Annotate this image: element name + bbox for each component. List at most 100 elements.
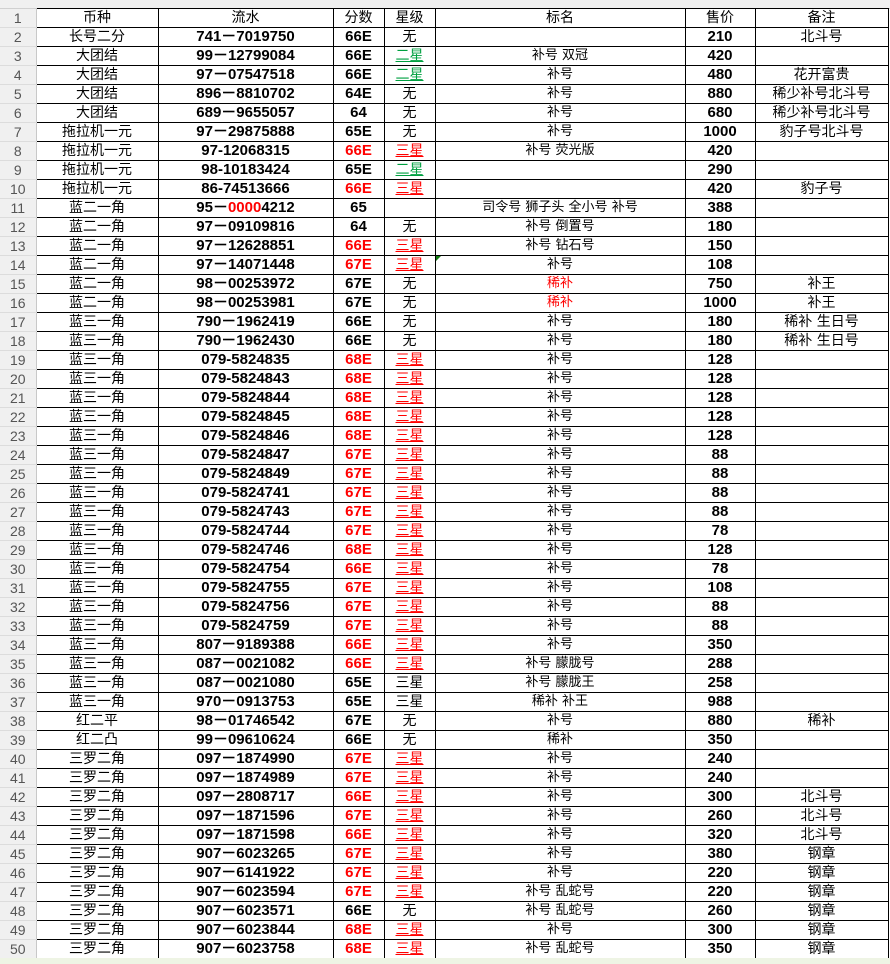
star-cell[interactable]: 二星 xyxy=(383,65,436,85)
star-cell[interactable]: 无 xyxy=(383,217,436,237)
score-cell[interactable]: 66E xyxy=(332,559,385,579)
score-cell[interactable]: 65E xyxy=(332,160,385,180)
note-cell[interactable]: 钢章 xyxy=(754,939,889,959)
price-cell[interactable]: 880 xyxy=(684,84,756,104)
serial-cell[interactable]: 079-5824756 xyxy=(157,597,334,617)
note-cell[interactable]: 北斗号 xyxy=(754,787,889,807)
row-number[interactable]: 16 xyxy=(0,293,37,313)
star-cell[interactable]: 无 xyxy=(383,84,436,104)
currency-cell[interactable]: 三罗二角 xyxy=(35,806,159,826)
currency-cell[interactable]: 蓝二一角 xyxy=(35,217,159,237)
row-number[interactable]: 9 xyxy=(0,160,37,180)
serial-cell[interactable]: 99－09610624 xyxy=(157,730,334,750)
price-cell[interactable]: 258 xyxy=(684,673,756,693)
note-cell[interactable] xyxy=(754,559,889,579)
score-cell[interactable]: 67E xyxy=(332,521,385,541)
price-cell[interactable]: 128 xyxy=(684,407,756,427)
row-number[interactable]: 2 xyxy=(0,27,37,47)
column-header[interactable]: 币种 xyxy=(35,8,159,28)
price-cell[interactable]: 420 xyxy=(684,179,756,199)
label-cell[interactable]: 补号 xyxy=(434,825,686,845)
score-cell[interactable]: 67E xyxy=(332,882,385,902)
star-cell[interactable]: 无 xyxy=(383,730,436,750)
label-cell[interactable]: 司令号 狮子头 全小号 补号 xyxy=(434,198,686,218)
row-number[interactable]: 28 xyxy=(0,521,37,541)
price-cell[interactable]: 88 xyxy=(684,445,756,465)
star-cell[interactable]: 二星 xyxy=(383,46,436,66)
label-cell[interactable]: 补号 xyxy=(434,65,686,85)
serial-cell[interactable]: 97-12068315 xyxy=(157,141,334,161)
serial-cell[interactable]: 097－1874989 xyxy=(157,768,334,788)
currency-cell[interactable]: 蓝三一角 xyxy=(35,445,159,465)
note-cell[interactable] xyxy=(754,768,889,788)
score-cell[interactable]: 67E xyxy=(332,502,385,522)
serial-cell[interactable]: 86-74513666 xyxy=(157,179,334,199)
row-number[interactable]: 49 xyxy=(0,920,37,940)
serial-cell[interactable]: 97－14071448 xyxy=(157,255,334,275)
currency-cell[interactable]: 三罗二角 xyxy=(35,863,159,883)
serial-cell[interactable]: 097－1874990 xyxy=(157,749,334,769)
row-number[interactable]: 33 xyxy=(0,616,37,636)
note-cell[interactable] xyxy=(754,255,889,275)
star-cell[interactable]: 三星 xyxy=(383,388,436,408)
label-cell[interactable]: 补号 双冠 xyxy=(434,46,686,66)
currency-cell[interactable]: 蓝三一角 xyxy=(35,578,159,598)
score-cell[interactable]: 68E xyxy=(332,350,385,370)
label-cell[interactable]: 补号 xyxy=(434,578,686,598)
note-cell[interactable]: 钢章 xyxy=(754,901,889,921)
score-cell[interactable]: 66E xyxy=(332,141,385,161)
star-cell[interactable]: 二星 xyxy=(383,160,436,180)
label-cell[interactable]: 稀补 xyxy=(434,274,686,294)
note-cell[interactable] xyxy=(754,160,889,180)
price-cell[interactable]: 240 xyxy=(684,768,756,788)
row-number[interactable]: 23 xyxy=(0,426,37,446)
label-cell[interactable]: 补号 xyxy=(434,331,686,351)
price-cell[interactable]: 220 xyxy=(684,882,756,902)
currency-cell[interactable]: 三罗二角 xyxy=(35,768,159,788)
note-cell[interactable] xyxy=(754,635,889,655)
row-number[interactable]: 48 xyxy=(0,901,37,921)
score-cell[interactable]: 67E xyxy=(332,445,385,465)
score-cell[interactable]: 67E xyxy=(332,711,385,731)
score-cell[interactable]: 67E xyxy=(332,863,385,883)
star-cell[interactable]: 三星 xyxy=(383,920,436,940)
note-cell[interactable] xyxy=(754,521,889,541)
label-cell[interactable]: 补号 朦胧号 xyxy=(434,654,686,674)
serial-cell[interactable]: 97－07547518 xyxy=(157,65,334,85)
score-cell[interactable]: 66E xyxy=(332,635,385,655)
price-cell[interactable]: 320 xyxy=(684,825,756,845)
serial-cell[interactable]: 079-5824755 xyxy=(157,578,334,598)
score-cell[interactable]: 68E xyxy=(332,407,385,427)
serial-cell[interactable]: 079-5824746 xyxy=(157,540,334,560)
currency-cell[interactable]: 蓝三一角 xyxy=(35,464,159,484)
score-cell[interactable]: 66E xyxy=(332,65,385,85)
score-cell[interactable]: 68E xyxy=(332,369,385,389)
column-header[interactable]: 售价 xyxy=(684,8,756,28)
label-cell[interactable] xyxy=(434,179,686,199)
price-cell[interactable]: 128 xyxy=(684,388,756,408)
label-cell[interactable]: 稀补 补王 xyxy=(434,692,686,712)
note-cell[interactable]: 钢章 xyxy=(754,882,889,902)
star-cell[interactable]: 无 xyxy=(383,27,436,47)
serial-cell[interactable]: 907－6023265 xyxy=(157,844,334,864)
row-number[interactable]: 15 xyxy=(0,274,37,294)
label-cell[interactable] xyxy=(434,160,686,180)
price-cell[interactable]: 108 xyxy=(684,255,756,275)
row-number[interactable]: 7 xyxy=(0,122,37,142)
label-cell[interactable]: 补号 荧光版 xyxy=(434,141,686,161)
score-cell[interactable]: 66E xyxy=(332,825,385,845)
serial-cell[interactable]: 079-5824741 xyxy=(157,483,334,503)
label-cell[interactable]: 补号 xyxy=(434,84,686,104)
score-cell[interactable]: 67E xyxy=(332,578,385,598)
label-cell[interactable]: 补号 xyxy=(434,521,686,541)
currency-cell[interactable]: 三罗二角 xyxy=(35,787,159,807)
star-cell[interactable]: 三星 xyxy=(383,141,436,161)
star-cell[interactable]: 三星 xyxy=(383,236,436,256)
price-cell[interactable]: 150 xyxy=(684,236,756,256)
note-cell[interactable] xyxy=(754,464,889,484)
star-cell[interactable]: 无 xyxy=(383,293,436,313)
price-cell[interactable]: 288 xyxy=(684,654,756,674)
serial-cell[interactable]: 079-5824845 xyxy=(157,407,334,427)
score-cell[interactable]: 68E xyxy=(332,388,385,408)
star-cell[interactable]: 三星 xyxy=(383,597,436,617)
